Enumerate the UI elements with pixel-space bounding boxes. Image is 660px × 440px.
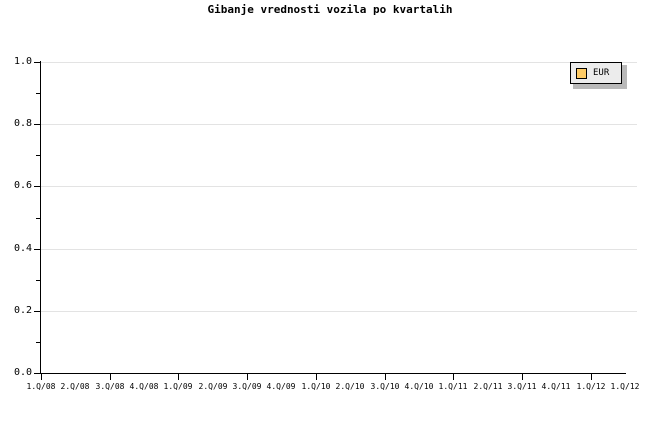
- x-axis-tick: [591, 374, 592, 380]
- x-axis-label: 1.Q/12: [576, 382, 606, 391]
- gridline: [41, 124, 637, 126]
- y-axis-label: 0.2: [13, 304, 32, 316]
- x-axis-tick: [247, 374, 248, 380]
- gridline: [41, 248, 637, 250]
- x-axis-label: 2.Q/09: [198, 382, 228, 391]
- x-axis-label: 4.Q/09: [266, 382, 296, 391]
- legend-label-eur: EUR: [593, 68, 610, 78]
- y-axis-label: 0.8: [13, 118, 32, 130]
- gridline: [41, 62, 637, 63]
- y-axis-tick: [34, 310, 40, 312]
- x-axis-label: 2.Q/10: [335, 382, 365, 391]
- x-axis-label: 4.Q/08: [129, 382, 159, 391]
- y-axis-tick: [34, 373, 40, 374]
- y-axis-line: [40, 61, 41, 374]
- x-axis-label: 1.Q/11: [438, 382, 468, 391]
- x-axis-label: 1.Q/12: [610, 382, 640, 391]
- y-axis-minor-tick: [36, 93, 40, 95]
- x-axis-tick: [316, 374, 317, 380]
- x-axis-tick: [41, 374, 42, 380]
- x-axis-label: 4.Q/11: [541, 382, 571, 391]
- x-axis-label: 1.Q/09: [163, 382, 193, 391]
- x-axis-label: 3.Q/11: [507, 382, 537, 391]
- x-axis-tick: [178, 374, 179, 380]
- y-axis-minor-tick: [36, 341, 40, 343]
- x-axis-tick: [453, 374, 454, 380]
- y-axis-label: 0.4: [13, 242, 32, 254]
- y-axis-tick: [34, 248, 40, 250]
- chart-legend[interactable]: EUR: [570, 62, 622, 84]
- x-axis-label: 3.Q/08: [95, 382, 125, 391]
- x-axis-tick: [385, 374, 386, 380]
- gridline: [41, 310, 637, 312]
- x-axis-label: 4.Q/10: [404, 382, 434, 391]
- y-axis-tick: [34, 62, 40, 63]
- x-axis-label: 3.Q/09: [232, 382, 262, 391]
- x-axis-tick: [110, 374, 111, 380]
- plot-area: [41, 62, 637, 373]
- legend-swatch-eur: [576, 67, 587, 79]
- x-axis-label: 1.Q/10: [301, 382, 331, 391]
- x-axis-label: 1.Q/08: [26, 382, 56, 391]
- gridline: [41, 186, 637, 188]
- y-axis-minor-tick: [36, 279, 40, 281]
- x-axis-label: 3.Q/10: [370, 382, 400, 391]
- y-axis-tick: [34, 124, 40, 126]
- x-axis-label: 2.Q/08: [60, 382, 90, 391]
- y-axis-minor-tick: [36, 217, 40, 219]
- y-axis-label: 1.0: [13, 56, 32, 67]
- x-axis-line: [40, 373, 626, 374]
- chart-title: Gibanje vrednosti vozila po kvartalih: [207, 3, 453, 16]
- y-axis-tick: [34, 186, 40, 188]
- x-axis-label: 2.Q/11: [473, 382, 503, 391]
- y-axis-label: 0.6: [13, 180, 32, 192]
- y-axis-label: 0.0: [13, 367, 32, 378]
- y-axis-minor-tick: [36, 155, 40, 157]
- x-axis-tick: [522, 374, 523, 380]
